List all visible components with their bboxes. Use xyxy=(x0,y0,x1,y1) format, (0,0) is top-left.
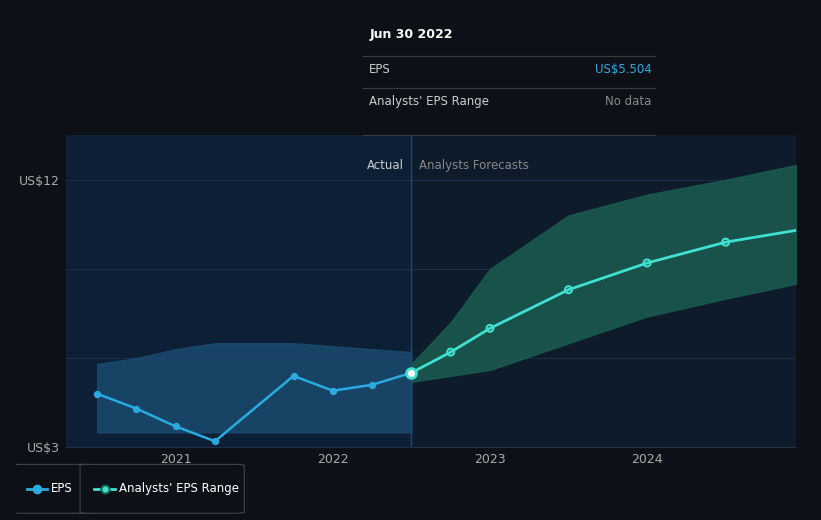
Point xyxy=(326,386,339,395)
Text: US$5.504: US$5.504 xyxy=(595,63,652,76)
Text: Analysts' EPS Range: Analysts' EPS Range xyxy=(369,96,489,109)
Text: EPS: EPS xyxy=(51,483,73,495)
Point xyxy=(287,372,300,380)
Point xyxy=(30,485,44,493)
Bar xyxy=(66,135,411,447)
Point xyxy=(99,485,112,493)
Point xyxy=(405,369,418,377)
Text: Actual: Actual xyxy=(366,159,404,172)
Point xyxy=(484,324,497,332)
Point xyxy=(719,238,732,246)
FancyBboxPatch shape xyxy=(12,464,92,513)
Point xyxy=(209,437,222,446)
Point xyxy=(90,389,103,398)
Text: EPS: EPS xyxy=(369,63,391,76)
Point xyxy=(365,381,378,389)
Point xyxy=(562,285,575,294)
Point xyxy=(169,422,182,431)
Point xyxy=(405,369,418,377)
Text: No data: No data xyxy=(605,96,652,109)
FancyBboxPatch shape xyxy=(80,464,245,513)
Point xyxy=(444,348,457,356)
Point xyxy=(99,485,112,493)
Text: Analysts Forecasts: Analysts Forecasts xyxy=(420,159,529,172)
Point xyxy=(130,405,143,413)
Point xyxy=(640,259,654,267)
Text: Jun 30 2022: Jun 30 2022 xyxy=(369,28,453,41)
Text: Analysts' EPS Range: Analysts' EPS Range xyxy=(119,483,239,495)
